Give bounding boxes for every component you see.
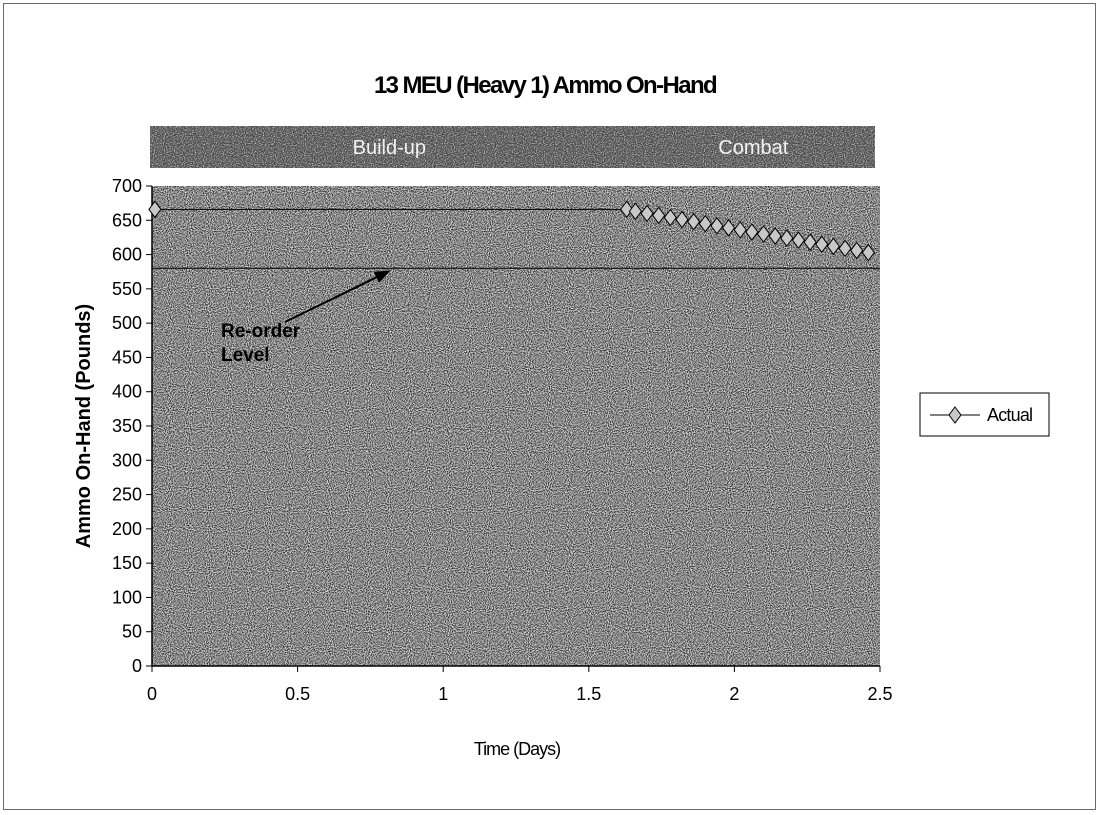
data-point-marker bbox=[838, 239, 852, 258]
x-tick-label: 0 bbox=[147, 684, 157, 704]
annotation-line-1: Re-order bbox=[221, 321, 301, 342]
y-tick-label: 400 bbox=[112, 382, 142, 402]
data-point-marker bbox=[652, 206, 666, 225]
data-point-marker bbox=[745, 223, 759, 241]
data-point-marker bbox=[640, 204, 654, 223]
data-point-marker bbox=[791, 231, 806, 250]
x-tick-label: 1 bbox=[438, 684, 448, 704]
y-axis-label: Ammo On-Hand (Pounds) bbox=[73, 304, 95, 548]
y-tick-label: 600 bbox=[112, 245, 142, 265]
annotation-arrowhead bbox=[373, 270, 391, 283]
phase-label-combat: Combat bbox=[718, 137, 788, 159]
data-point-marker bbox=[710, 216, 724, 235]
phase-label-build-up: Build-up bbox=[353, 137, 426, 159]
phase-band: Build-up Combat bbox=[150, 126, 875, 168]
y-tick-label: 0 bbox=[132, 656, 142, 676]
x-tick-label: 2.5 bbox=[867, 684, 892, 704]
legend-diamond-marker bbox=[948, 406, 962, 424]
y-tick-label: 650 bbox=[112, 210, 142, 230]
y-tick-label: 200 bbox=[112, 519, 142, 539]
x-axis-ticks: 0 0.5 1 1.5 2 2.5 bbox=[147, 666, 893, 704]
x-tick-label: 2 bbox=[729, 684, 739, 704]
x-axis-label: Time (Days) bbox=[474, 739, 560, 759]
data-point-marker bbox=[780, 229, 794, 247]
y-tick-label: 700 bbox=[112, 176, 142, 196]
legend-label-actual: Actual bbox=[987, 405, 1032, 425]
data-point-marker bbox=[733, 221, 747, 239]
data-point-marker bbox=[628, 202, 643, 221]
data-point-marker bbox=[675, 210, 689, 229]
plot-area bbox=[152, 186, 880, 666]
data-point-marker bbox=[815, 235, 829, 254]
chart-title: 13 MEU (Heavy 1) Ammo On-Hand bbox=[374, 72, 717, 99]
y-tick-label: 350 bbox=[112, 416, 142, 436]
data-point-marker bbox=[803, 233, 817, 252]
data-point-marker bbox=[861, 243, 875, 262]
y-tick-label: 550 bbox=[112, 279, 142, 299]
y-tick-label: 250 bbox=[112, 485, 142, 505]
data-point-marker bbox=[850, 241, 864, 260]
y-tick-label: 300 bbox=[112, 450, 142, 470]
y-axis-ticks: 0 50 100 150 200 250 300 350 400 450 500 550 600 650 7… bbox=[112, 176, 152, 676]
data-point-marker bbox=[698, 214, 712, 233]
data-point-marker bbox=[148, 200, 162, 219]
x-tick-label: 1.5 bbox=[576, 684, 601, 704]
data-point-marker bbox=[756, 225, 771, 243]
annotation-line-2: Level bbox=[221, 345, 270, 366]
series-actual bbox=[148, 200, 875, 262]
data-point-marker bbox=[826, 237, 841, 256]
y-tick-label: 150 bbox=[112, 553, 142, 573]
y-tick-label: 100 bbox=[112, 587, 142, 607]
data-point-marker bbox=[768, 227, 782, 245]
legend: Actual bbox=[919, 392, 1050, 437]
y-tick-label: 50 bbox=[122, 622, 142, 642]
data-point-marker bbox=[721, 218, 736, 237]
data-point-marker bbox=[620, 200, 634, 219]
data-point-marker bbox=[663, 208, 677, 227]
annotation-arrow bbox=[284, 276, 377, 323]
data-point-marker bbox=[687, 212, 701, 231]
y-tick-label: 450 bbox=[112, 347, 142, 367]
y-tick-label: 500 bbox=[112, 313, 142, 333]
reorder-annotation: Re-order Level bbox=[221, 270, 391, 366]
x-tick-label: 0.5 bbox=[285, 684, 310, 704]
